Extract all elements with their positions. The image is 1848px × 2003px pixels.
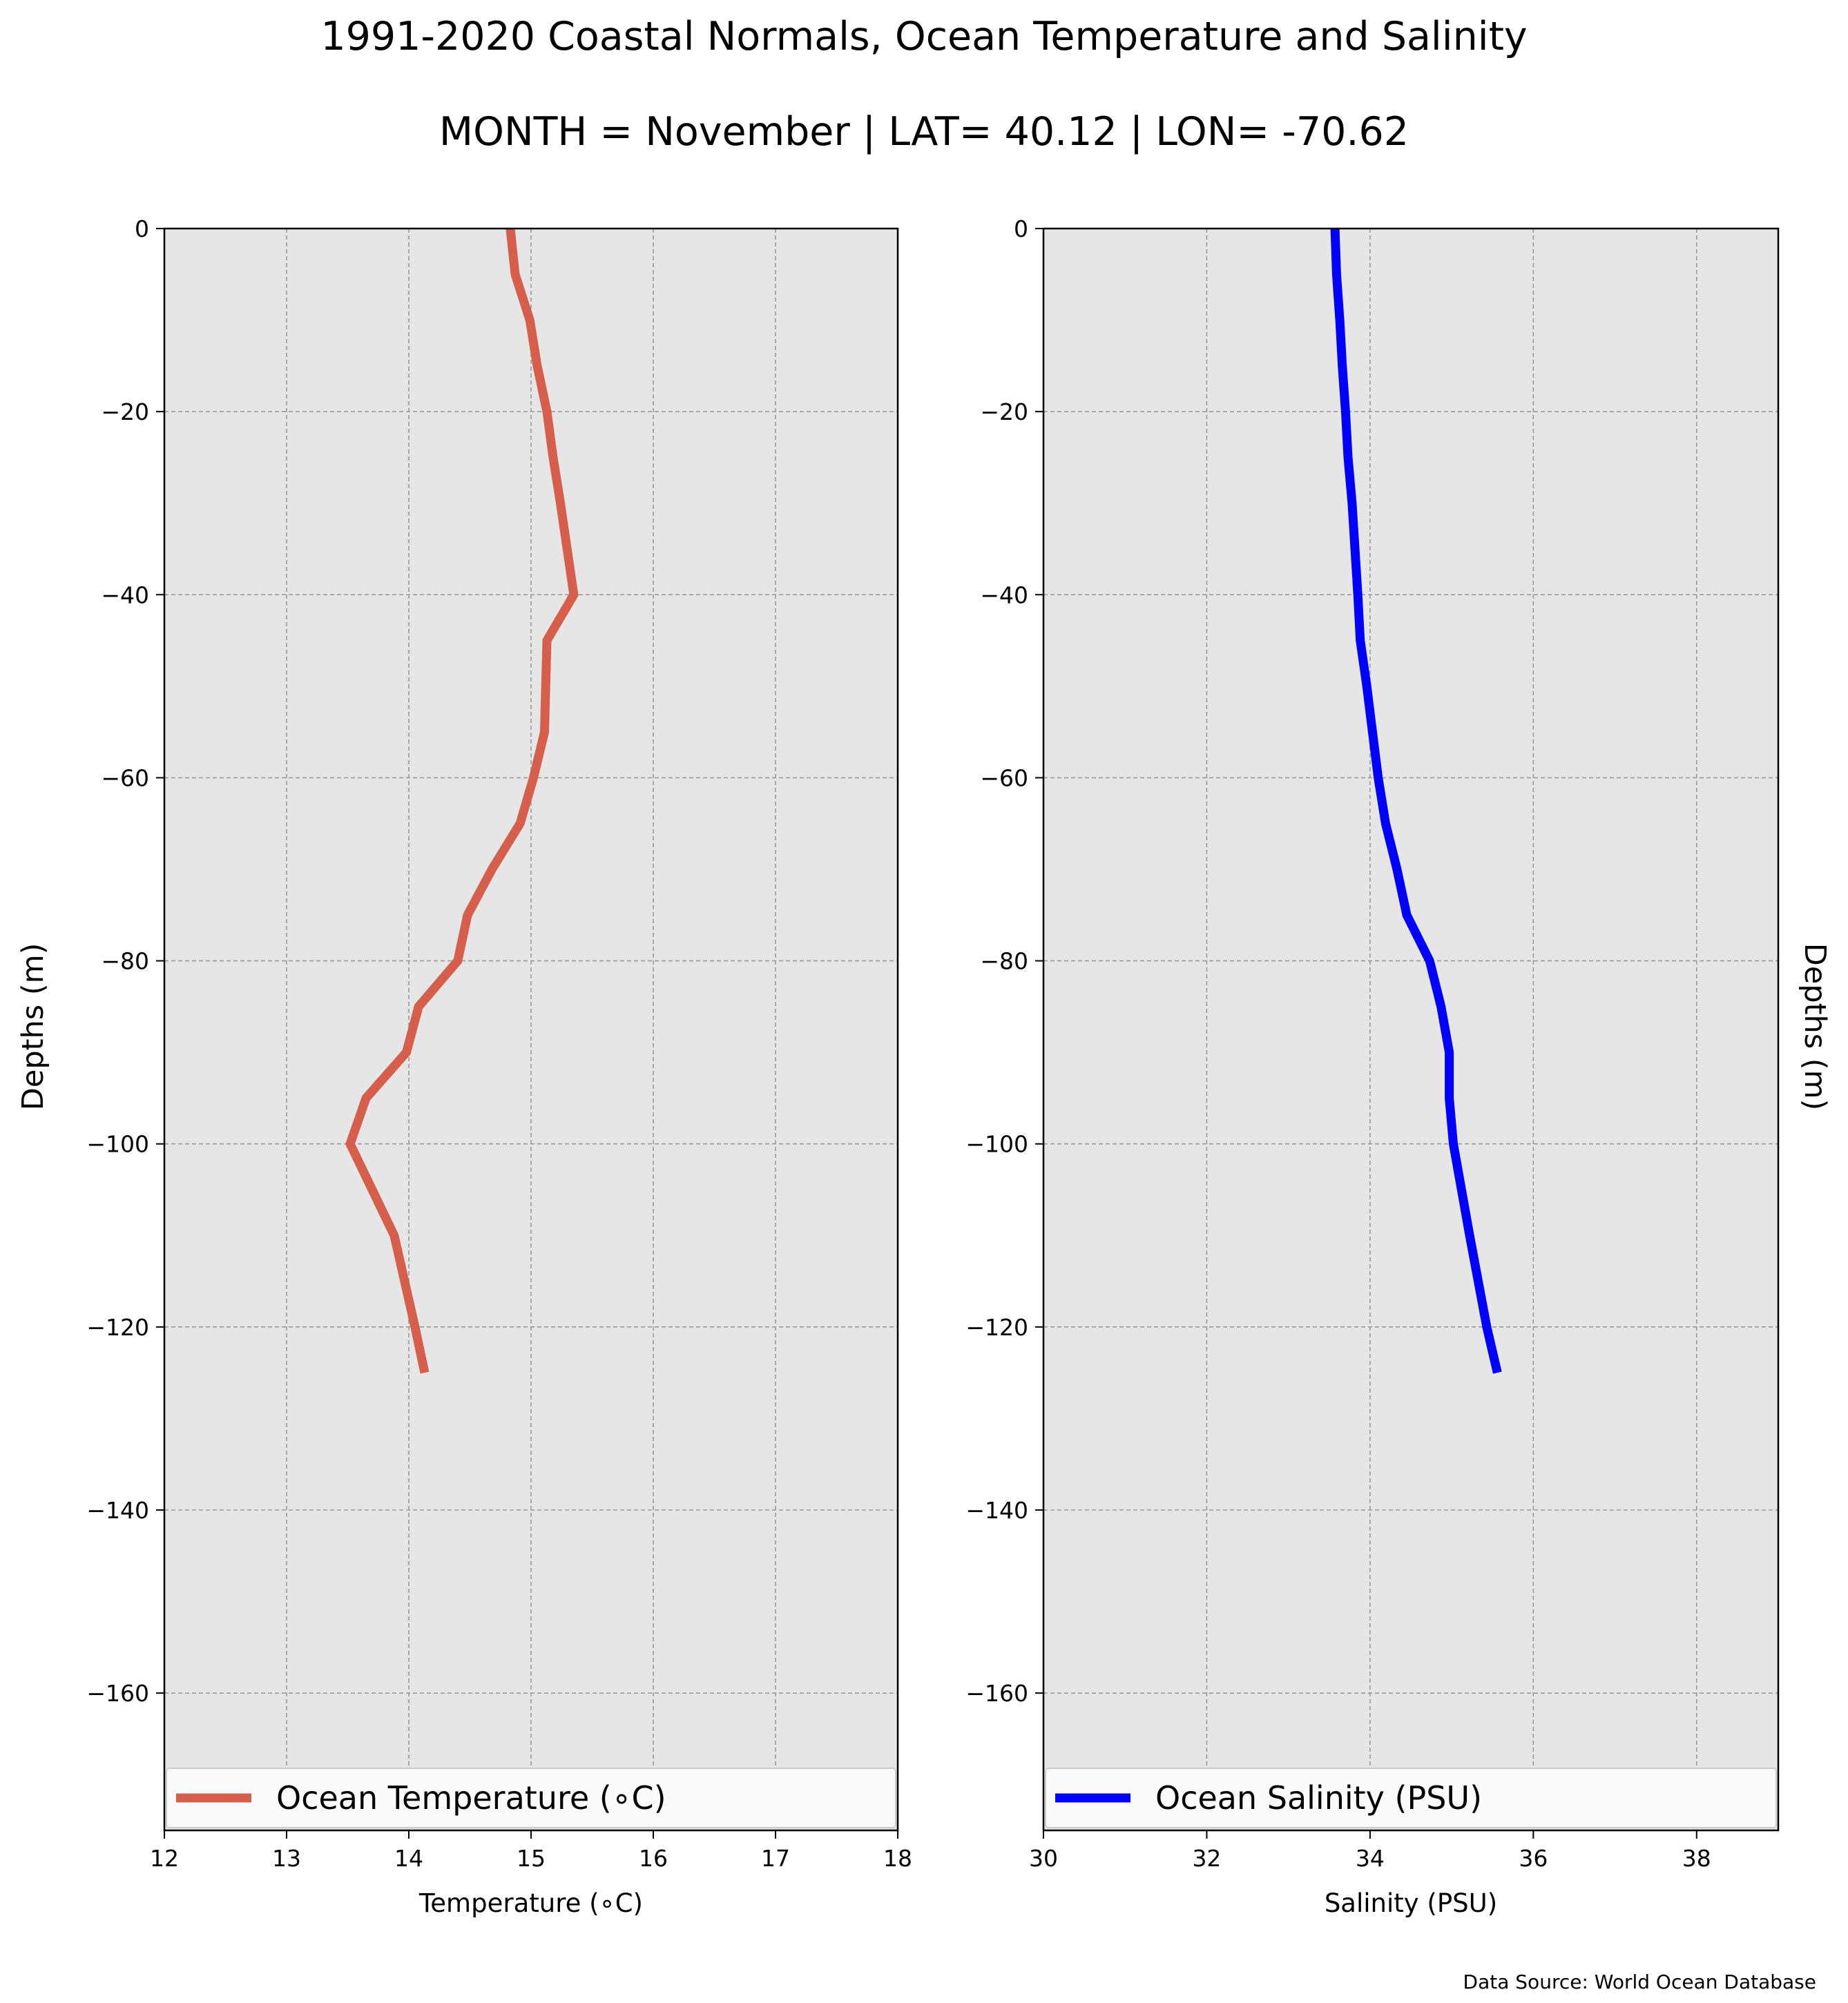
legend-box xyxy=(1045,1768,1777,1828)
legend: Ocean Salinity (PSU) xyxy=(1045,1768,1777,1828)
x-tick-label: 15 xyxy=(517,1845,546,1872)
y-tick-label: −20 xyxy=(101,398,149,425)
x-tick-label: 13 xyxy=(272,1845,301,1872)
right-y-axis-label: Depths (m) xyxy=(1798,943,1832,1110)
x-axis-label: Temperature (∘C) xyxy=(418,1888,643,1918)
y-tick-label: −140 xyxy=(965,1497,1028,1524)
y-tick-label: −40 xyxy=(101,581,149,608)
x-tick-label: 16 xyxy=(639,1845,668,1872)
x-tick-label: 12 xyxy=(150,1845,179,1872)
legend-label: Ocean Salinity (PSU) xyxy=(1155,1779,1482,1817)
y-tick-label: −100 xyxy=(86,1131,149,1158)
series-line-temperature xyxy=(345,228,579,1374)
x-tick-label: 34 xyxy=(1356,1845,1385,1872)
plot-frame xyxy=(1042,227,1780,1832)
x-tick-label: 36 xyxy=(1519,1845,1548,1872)
left-y-axis-label: Depths (m) xyxy=(16,943,50,1110)
x-tick-label: 14 xyxy=(394,1845,423,1872)
legend: Ocean Temperature (∘C) xyxy=(166,1768,896,1828)
chart-title: 1991-2020 Coastal Normals, Ocean Tempera… xyxy=(320,14,1527,59)
y-tick-label: −160 xyxy=(86,1680,149,1707)
x-tick-label: 32 xyxy=(1192,1845,1221,1872)
x-tick-label: 18 xyxy=(883,1845,912,1872)
series-line-salinity xyxy=(1330,228,1502,1374)
data-source-note: Data Source: World Ocean Database xyxy=(1463,1971,1816,1993)
y-tick-label: −160 xyxy=(965,1680,1028,1707)
x-tick-label: 38 xyxy=(1682,1845,1711,1872)
y-tick-label: −120 xyxy=(86,1314,149,1341)
x-tick-label: 30 xyxy=(1029,1845,1058,1872)
y-tick-label: −60 xyxy=(980,764,1028,791)
legend-label: Ocean Temperature (∘C) xyxy=(276,1779,666,1817)
y-tick-label: −40 xyxy=(980,581,1028,608)
y-tick-label: 0 xyxy=(1014,215,1028,242)
temperature-panel: 12 13 14 15 16 17 18 0 −20 −40 −60 −80 −100 −120 −140 −… xyxy=(86,215,912,1918)
legend-box xyxy=(166,1768,896,1828)
plot-area-background xyxy=(1043,229,1778,1830)
salinity-panel: 30 32 34 36 38 0 −20 −40 −60 −80 −100 −120 −140 −160 S… xyxy=(965,215,1780,1918)
chart-subtitle: MONTH = November | LAT= 40.12 | LON= -70… xyxy=(439,109,1409,155)
y-tick-label: −80 xyxy=(980,948,1028,975)
y-tick-label: −80 xyxy=(101,948,149,975)
x-tick-label: 17 xyxy=(761,1845,790,1872)
y-tick-label: 0 xyxy=(135,215,149,242)
y-tick-label: −20 xyxy=(980,398,1028,425)
y-tick-label: −120 xyxy=(965,1314,1028,1341)
y-tick-label: −60 xyxy=(101,764,149,791)
y-tick-label: −100 xyxy=(965,1131,1028,1158)
x-axis-label: Salinity (PSU) xyxy=(1325,1888,1497,1918)
y-tick-label: −140 xyxy=(86,1497,149,1524)
